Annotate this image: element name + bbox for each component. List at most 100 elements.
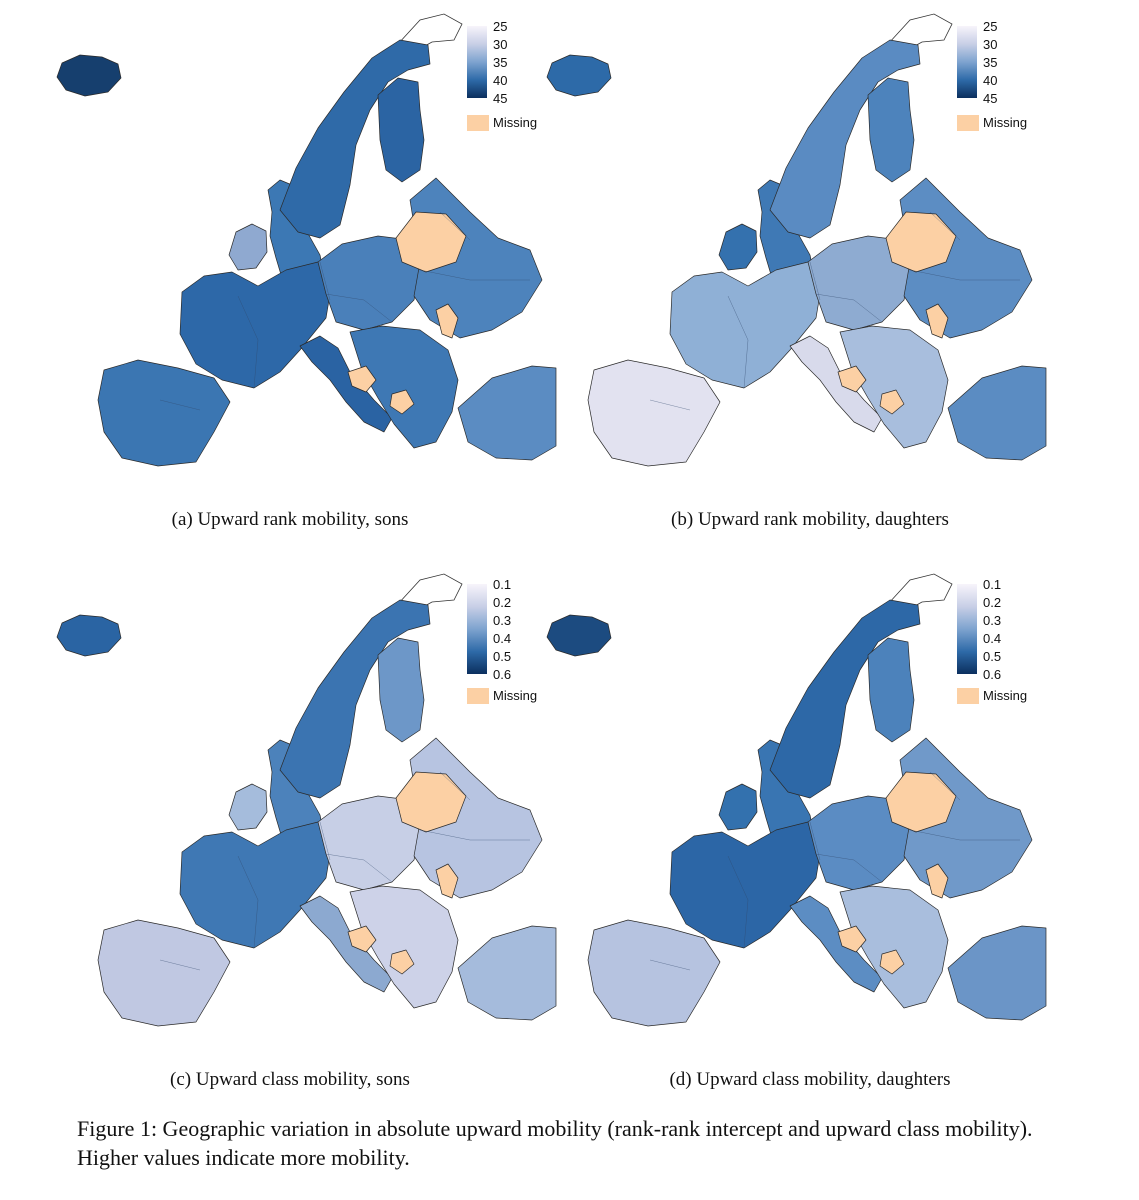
region-iberia (587, 919, 721, 1027)
legend-missing-swatch (957, 688, 979, 704)
legend-missing-label: Missing (983, 688, 1028, 703)
legend-tick-label: 40 (493, 73, 508, 88)
panel-caption: (c) Upward class mobility, sons (170, 1069, 410, 1090)
legend-tick-label: 40 (983, 73, 998, 88)
region-borders (159, 211, 530, 411)
region-ireland (228, 223, 268, 271)
panel-d: 0.1 0.2 0.3 0.4 0.5 0.6 Missing (d) Upward cl… (490, 560, 1050, 1100)
legend-color-bar (467, 584, 487, 674)
region-western-europe (669, 821, 823, 949)
legend-tick-label: 0.3 (983, 613, 1002, 628)
choropleth-map (56, 573, 557, 1027)
region-borders (649, 771, 1020, 971)
region-borders (159, 771, 530, 971)
region-balkans (349, 885, 459, 1009)
panel-b: 25 30 35 40 45 Missing (b) Upward rank mobil… (490, 0, 1050, 540)
legend-tick-label: 0.2 (983, 595, 1002, 610)
choropleth-map (546, 13, 1047, 467)
region-missing (837, 925, 867, 953)
region-missing (389, 389, 415, 415)
region-italy (299, 895, 393, 993)
choropleth-map (546, 573, 1047, 1027)
region-iberia (97, 359, 231, 467)
region-missing (879, 389, 905, 415)
region-balkans (839, 325, 949, 449)
region-borders (649, 211, 1020, 411)
region-missing (879, 949, 905, 975)
region-western-europe (179, 821, 333, 949)
region-turkey (457, 365, 557, 461)
region-scandinavia (279, 599, 431, 799)
legend-tick-label: 0.4 (493, 631, 512, 646)
legend-tick-label: 0.6 (493, 667, 512, 682)
region-western-europe (669, 261, 823, 389)
region-central-europe (317, 795, 421, 891)
map-legend: 0.1 0.2 0.3 0.4 0.5 0.6 Missing (957, 578, 1047, 708)
panel-c: 0.1 0.2 0.3 0.4 0.5 0.6 Missing (c) Upward cl… (0, 560, 560, 1100)
legend-tick-label: 0.1 (493, 577, 512, 592)
region-missing (837, 365, 867, 393)
legend-tick-label: 0.3 (493, 613, 512, 628)
region-missing (395, 211, 467, 273)
region-italy (789, 895, 883, 993)
region-iceland (56, 614, 122, 657)
region-turkey (947, 365, 1047, 461)
legend-missing-swatch (957, 115, 979, 131)
panel-caption: (d) Upward class mobility, daughters (669, 1069, 951, 1090)
region-scandinavia (279, 39, 431, 239)
region-central-europe (807, 235, 911, 331)
legend-tick-label: 35 (983, 55, 998, 70)
panel-caption: (a) Upward rank mobility, sons (171, 509, 409, 530)
region-turkey (457, 925, 557, 1021)
region-italy (789, 335, 883, 433)
legend-color-bar (957, 26, 977, 98)
region-missing (885, 771, 957, 833)
region-missing (389, 949, 415, 975)
region-ireland (228, 783, 268, 831)
legend-tick-label: 45 (493, 91, 508, 106)
map-legend: 25 30 35 40 45 Missing (957, 20, 1047, 140)
legend-tick-label: 0.2 (493, 595, 512, 610)
legend-tick-label: 0.1 (983, 577, 1002, 592)
region-finland (867, 77, 915, 183)
map-legend: 0.1 0.2 0.3 0.4 0.5 0.6 Missing (467, 578, 557, 708)
region-iceland (56, 54, 122, 97)
legend-missing-label: Missing (493, 115, 538, 130)
legend-tick-label: 25 (493, 19, 508, 34)
region-iceland (546, 614, 612, 657)
legend-tick-label: 0.5 (493, 649, 512, 664)
region-missing (925, 863, 949, 899)
region-missing (395, 771, 467, 833)
region-balkans (839, 885, 949, 1009)
region-missing (435, 303, 459, 339)
legend-missing-label: Missing (493, 688, 538, 703)
legend-missing-swatch (467, 115, 489, 131)
region-italy (299, 335, 393, 433)
region-central-europe (807, 795, 911, 891)
legend-color-bar (957, 584, 977, 674)
region-scandinavia (769, 599, 921, 799)
region-missing (347, 925, 377, 953)
region-scandinavia (769, 39, 921, 239)
region-finland (377, 637, 425, 743)
legend-tick-label: 0.5 (983, 649, 1002, 664)
legend-missing-label: Missing (983, 115, 1028, 130)
region-finland (867, 637, 915, 743)
legend-tick-label: 0.6 (983, 667, 1002, 682)
region-iberia (97, 919, 231, 1027)
panel-a: 25 30 35 40 45 Missing (a) Upward rank mobil… (0, 0, 560, 540)
region-missing (435, 863, 459, 899)
map-legend: 25 30 35 40 45 Missing (467, 20, 557, 140)
region-ireland (718, 223, 758, 271)
figure-caption: Figure 1: Geographic variation in absolu… (77, 1116, 1033, 1170)
legend-tick-label: 0.4 (983, 631, 1002, 646)
region-western-europe (179, 261, 333, 389)
legend-missing-swatch (467, 688, 489, 704)
region-iberia (587, 359, 721, 467)
region-missing (925, 303, 949, 339)
legend-tick-label: 30 (493, 37, 508, 52)
legend-tick-label: 45 (983, 91, 998, 106)
region-finland (377, 77, 425, 183)
legend-tick-label: 35 (493, 55, 508, 70)
legend-tick-label: 30 (983, 37, 998, 52)
